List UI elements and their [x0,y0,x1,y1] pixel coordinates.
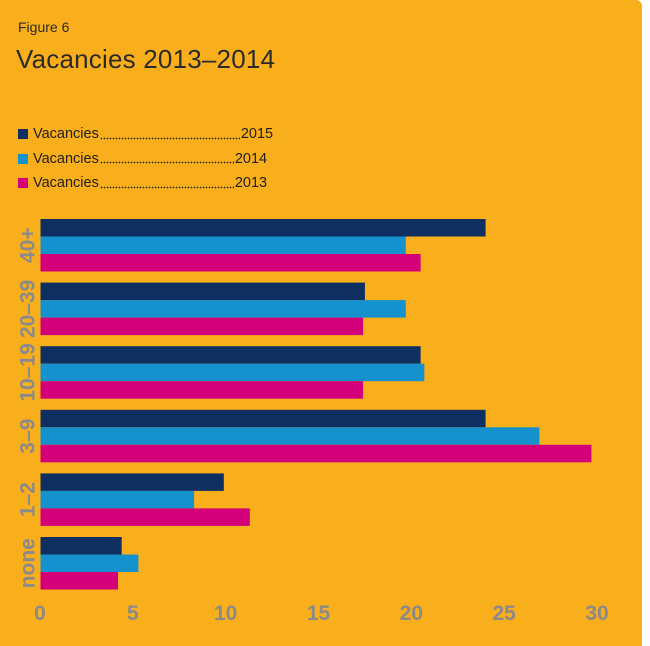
bar-2014-2 [40,363,425,382]
bar-2014-1 [40,300,406,318]
legend-leader-dots [99,136,240,140]
legend-year-2014: 2014 [234,150,268,167]
category-label-3: 3–9 [17,419,40,454]
category-label-4: 1–2 [17,482,40,517]
bar-2013-2 [40,381,364,399]
bar-2015-2 [40,346,421,364]
bar-2014-3 [40,427,540,445]
x-tick-label-6: 30 [585,602,608,625]
category-label-0: 40+ [17,227,40,263]
legend-year-2015: 2015 [240,126,274,143]
x-tick-label-0: 0 [34,602,46,625]
bar-2015-3 [40,409,486,428]
x-tick-label-5: 25 [492,602,516,625]
legend-label-2013: Vacancies [33,175,99,192]
legend-leader-dots [99,161,234,164]
legend-item-2014: Vacancies 2014 [18,147,273,172]
legend-swatch-2014 [18,153,28,164]
bar-2013-0 [40,254,421,272]
bar-2015-5 [40,537,122,555]
x-tick-label-3: 15 [307,602,331,625]
legend-swatch-2013 [18,178,28,189]
bar-2014-0 [40,236,406,254]
x-tick-label-1: 5 [127,602,139,625]
category-label-5: none [17,538,40,588]
bar-2013-3 [40,444,592,463]
legend-label-2014: Vacancies [33,150,99,167]
bar-2014-4 [40,490,195,509]
legend-item-2013: Vacancies 2013 [18,171,273,196]
bar-2015-0 [40,219,486,237]
bar-2013-5 [40,572,118,590]
legend-year-2013: 2013 [234,175,268,192]
bar-2014-5 [40,554,139,572]
bar-2013-4 [40,508,250,526]
bar-2015-4 [40,473,224,491]
chart-title: Vacancies 2013–2014 [16,44,276,74]
legend-swatch-2015 [18,129,28,140]
legend-leader-dots [99,185,234,189]
bar-2015-1 [40,282,365,301]
category-label-2: 10–19 [17,343,40,401]
x-tick-label-2: 10 [214,602,237,625]
legend-item-2015: Vacancies 2015 [18,122,273,147]
bar-2013-1 [40,317,364,336]
legend-label-2015: Vacancies [33,126,99,143]
category-label-1: 20–39 [17,280,40,338]
figure-label: Figure 6 [18,19,70,35]
x-tick-label-4: 20 [400,602,423,625]
chart-legend: Vacancies 2015 Vacancies 2014 Vacancies … [18,122,273,196]
